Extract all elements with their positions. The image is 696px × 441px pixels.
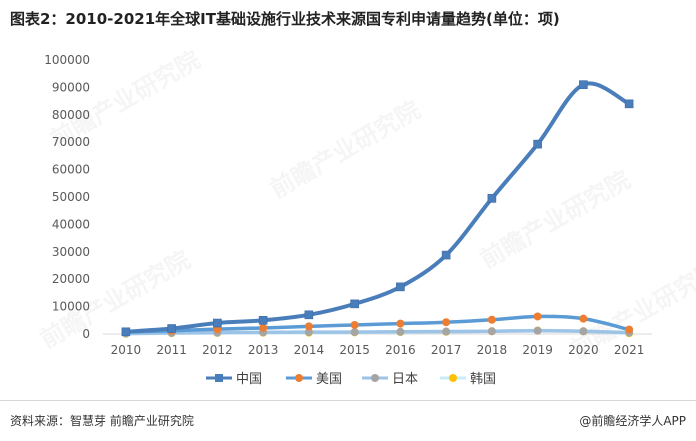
- y-tick-label: 20000: [52, 272, 90, 286]
- legend: 中国 美国 日本 韩国: [206, 372, 496, 387]
- line-chart: 0 10000 20000 30000 40000 50000 60000 70000 8000…: [44, 53, 652, 387]
- y-tick-label: 100000: [44, 53, 90, 67]
- data-point: [304, 310, 314, 320]
- y-tick-label: 60000: [52, 163, 90, 177]
- data-point: [396, 327, 405, 336]
- series-line-中国: [123, 81, 632, 334]
- x-tick-label: 2019: [522, 343, 553, 357]
- y-axis: 0 10000 20000 30000 40000 50000 60000 70000 8000…: [44, 53, 90, 341]
- legend-label: 韩国: [470, 372, 496, 387]
- x-tick-label: 2013: [248, 343, 279, 357]
- data-point: [533, 326, 542, 335]
- data-point: [350, 328, 359, 337]
- data-point: [121, 327, 131, 337]
- x-tick-label: 2017: [431, 343, 462, 357]
- data-point: [304, 322, 313, 331]
- data-point: [487, 327, 496, 336]
- data-point: [579, 314, 588, 323]
- legend-swatch-marker: [449, 374, 457, 382]
- y-tick-label: 10000: [52, 300, 90, 314]
- series-lines: [123, 81, 632, 336]
- data-point: [442, 327, 451, 336]
- legend-label: 中国: [236, 372, 262, 387]
- page-title: 图表2：2010-2021年全球IT基础设施行业技术来源国专利申请量趋势(单位：…: [10, 10, 560, 28]
- y-tick-label: 90000: [52, 80, 90, 94]
- x-tick-label: 2018: [477, 343, 508, 357]
- legend-swatch-marker: [215, 374, 223, 382]
- series-markers: [121, 80, 634, 338]
- data-point: [259, 323, 268, 332]
- legend-label: 美国: [316, 372, 342, 387]
- x-tick-label: 2021: [614, 343, 645, 357]
- data-point: [533, 139, 542, 149]
- data-point: [350, 320, 359, 329]
- brand-credit: @前瞻经济学人APP: [579, 414, 686, 428]
- source-note: 资料来源：智慧芽 前瞻产业研究院: [10, 414, 194, 428]
- x-tick-label: 2010: [111, 343, 142, 357]
- y-tick-label: 0: [82, 327, 90, 341]
- legend-swatch-marker: [371, 374, 379, 382]
- footer-divider: [0, 400, 696, 401]
- x-tick-label: 2015: [339, 343, 370, 357]
- legend-label: 日本: [392, 372, 418, 387]
- data-point: [625, 325, 634, 334]
- x-axis: 2010 2011 2012 2013 2014 2015 2016 2017 2018 2019…: [103, 333, 652, 357]
- y-tick-label: 40000: [52, 217, 90, 231]
- data-point: [579, 80, 588, 89]
- legend-swatch-marker: [295, 374, 303, 382]
- data-point: [533, 312, 542, 321]
- data-point: [396, 282, 405, 292]
- data-point: [304, 328, 313, 337]
- data-point: [441, 250, 451, 260]
- data-point: [487, 194, 497, 203]
- y-tick-label: 70000: [52, 135, 90, 149]
- data-point: [258, 315, 268, 325]
- data-point: [167, 324, 176, 333]
- data-point: [396, 319, 405, 328]
- x-tick-label: 2011: [156, 343, 187, 357]
- y-tick-label: 80000: [52, 108, 90, 122]
- x-tick-label: 2014: [294, 343, 325, 357]
- data-point: [487, 315, 496, 324]
- x-tick-label: 2020: [568, 343, 599, 357]
- y-tick-label: 30000: [52, 245, 90, 259]
- y-tick-label: 50000: [52, 190, 90, 204]
- data-point: [350, 299, 359, 309]
- data-point: [213, 318, 222, 328]
- x-tick-label: 2012: [202, 343, 233, 357]
- data-point: [579, 327, 588, 336]
- data-point: [442, 318, 451, 327]
- data-point: [624, 99, 634, 109]
- x-tick-label: 2016: [385, 343, 416, 357]
